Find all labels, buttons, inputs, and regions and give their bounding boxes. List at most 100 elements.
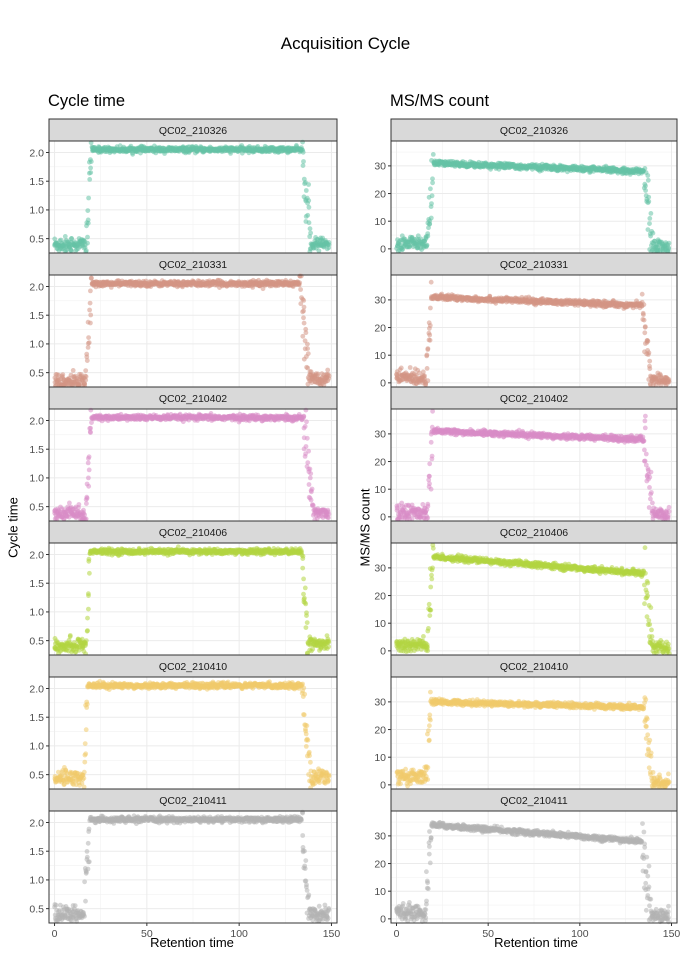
data-point <box>86 195 91 201</box>
data-point <box>305 212 311 218</box>
data-point <box>304 723 310 729</box>
y-tick-label: 0.5 <box>29 635 44 647</box>
y-tick-label: 0.5 <box>29 769 44 781</box>
y-tick-label: 1.0 <box>29 473 44 485</box>
data-point <box>88 430 93 435</box>
data-point <box>85 840 91 846</box>
data-point <box>326 515 331 521</box>
data-point <box>88 165 93 171</box>
data-point <box>85 866 91 872</box>
data-point <box>301 159 306 164</box>
data-point <box>88 407 94 413</box>
data-point <box>85 460 91 466</box>
data-point <box>303 407 309 413</box>
data-point <box>306 220 312 226</box>
data-point <box>326 240 332 245</box>
y-tick-label: 1.5 <box>29 310 44 322</box>
data-point <box>83 870 89 876</box>
data-point <box>87 307 92 313</box>
data-point <box>85 345 91 350</box>
data-point <box>88 159 94 165</box>
data-point <box>306 749 312 755</box>
y-tick-label: 2.0 <box>29 683 44 695</box>
data-point <box>298 817 304 823</box>
data-point <box>69 236 74 242</box>
facet-strip-label: QC02_210331 <box>159 259 227 271</box>
data-point <box>86 593 91 598</box>
data-point <box>76 502 82 507</box>
data-point <box>301 712 307 718</box>
data-point <box>307 466 313 472</box>
data-point <box>301 308 306 314</box>
facet-strip-label: QC02_210326 <box>159 125 227 137</box>
data-point <box>316 248 322 254</box>
data-point <box>325 509 331 515</box>
facet-strip-label: QC02_210411 <box>159 795 227 807</box>
data-point <box>67 633 73 638</box>
data-point <box>302 424 308 429</box>
data-point <box>84 849 90 854</box>
data-point <box>305 365 311 371</box>
data-point <box>309 486 315 492</box>
data-point <box>326 778 331 784</box>
data-point <box>326 638 332 644</box>
data-point <box>305 341 310 347</box>
data-point <box>88 275 94 281</box>
data-point <box>86 467 92 473</box>
data-point <box>82 759 88 765</box>
data-point <box>300 149 306 155</box>
data-point <box>303 625 309 630</box>
chart-title: Acquisition Cycle <box>280 34 411 53</box>
data-point <box>302 454 308 459</box>
data-point <box>300 553 306 559</box>
data-point <box>302 691 308 697</box>
data-point <box>302 848 307 854</box>
data-point <box>85 615 90 621</box>
data-points <box>52 407 332 523</box>
y-tick-label: 2.0 <box>29 281 44 293</box>
y-tick-label: 2.0 <box>29 147 44 159</box>
data-point <box>84 358 90 363</box>
data-point <box>302 600 308 606</box>
data-point <box>69 248 74 254</box>
data-point <box>301 414 307 420</box>
data-point <box>81 769 87 775</box>
data-point <box>298 548 304 553</box>
data-point <box>84 628 90 634</box>
data-point <box>85 234 90 240</box>
data-point <box>52 236 58 242</box>
data-point <box>306 198 312 204</box>
y-tick-label: 1.0 <box>29 607 44 619</box>
data-point <box>88 170 94 176</box>
data-point <box>83 641 88 647</box>
data-point <box>86 558 92 564</box>
data-point <box>306 482 312 487</box>
data-point <box>301 315 306 321</box>
data-point <box>306 892 312 898</box>
data-point <box>87 300 93 306</box>
data-point <box>326 373 332 379</box>
data-point <box>301 576 306 582</box>
y-tick-label: 2.0 <box>29 549 44 561</box>
data-point <box>86 335 91 340</box>
data-point <box>300 163 306 169</box>
data-point <box>298 273 304 279</box>
data-point <box>300 833 306 838</box>
data-point <box>84 495 90 501</box>
msms-count-x-axis-label: Retention time <box>494 935 578 950</box>
y-tick-label: 1.5 <box>29 578 44 590</box>
data-point <box>304 610 309 616</box>
data-point <box>305 346 310 351</box>
data-point <box>87 570 92 576</box>
data-point <box>88 425 93 431</box>
data-point <box>326 773 332 779</box>
data-point <box>304 620 310 625</box>
y-tick-label: 1.0 <box>29 205 44 217</box>
data-point <box>85 208 91 214</box>
msms-count-subtitle: MS/MS count <box>390 92 490 110</box>
data-point <box>298 301 304 307</box>
chart-column-0: QC02_210326 0.5 1.0 1.5 2.0 QC02_210331 0.5 1.0… <box>29 118 340 940</box>
